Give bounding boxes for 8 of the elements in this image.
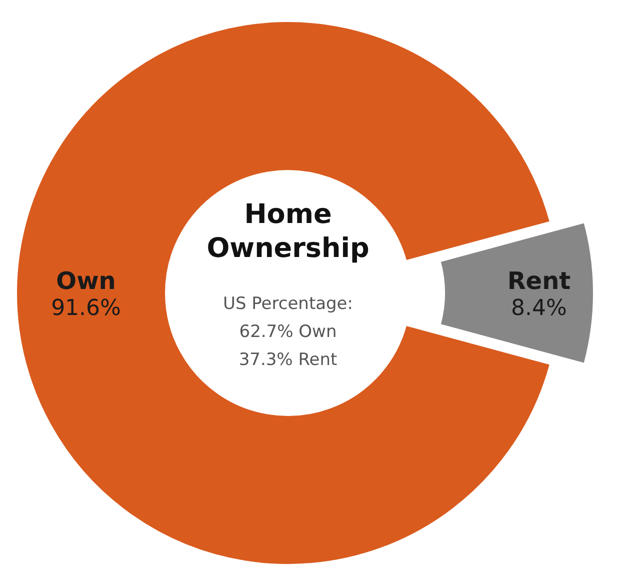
slice-label: Own [56,267,116,295]
data-label: 91.6% [51,296,121,321]
text: 37.3% Rent [238,350,338,370]
text: 62.7% Own [239,322,337,342]
slice-label: Rent [507,267,571,295]
data-label: 8.4% [511,296,567,321]
text: Home Ownership [206,199,370,264]
text: US Percentage: [223,294,353,314]
